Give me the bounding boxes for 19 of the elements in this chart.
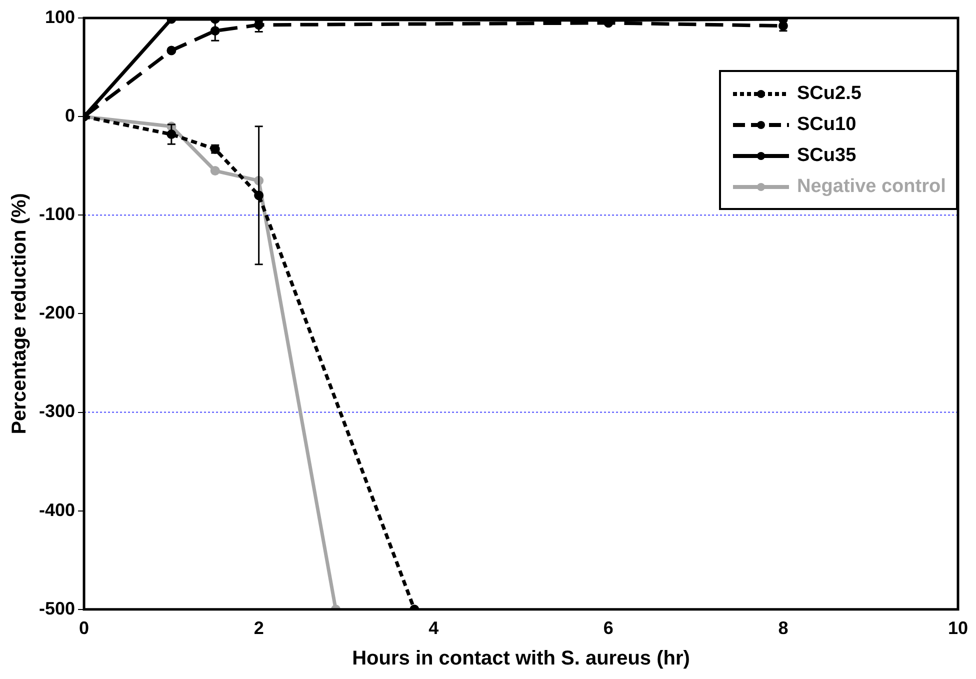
y-tick-label: 0 bbox=[65, 106, 76, 126]
x-tick-label: 4 bbox=[428, 618, 439, 638]
y-tick-label: -200 bbox=[38, 302, 76, 323]
y-tick-label: 100 bbox=[44, 6, 76, 27]
legend-label: SCu2.5 bbox=[797, 82, 862, 104]
x-tick-label: 0 bbox=[79, 618, 90, 638]
legend-label: SCu10 bbox=[797, 114, 856, 136]
legend-label: SCu35 bbox=[797, 144, 856, 166]
y-tick-label: -300 bbox=[38, 401, 76, 422]
y-tick-label: -500 bbox=[38, 598, 76, 618]
y-tick-label: -400 bbox=[38, 500, 76, 520]
x-tick-label: 2 bbox=[254, 618, 264, 638]
x-tick-label: 8 bbox=[778, 618, 788, 638]
x-axis-title: Hours in contact with S. aureus (hr) bbox=[352, 648, 690, 670]
legend-label: Negative control bbox=[797, 176, 946, 198]
x-tick-label: 10 bbox=[948, 618, 968, 638]
y-tick-label: -100 bbox=[38, 204, 76, 224]
y-axis-title: Percentage reduction (%) bbox=[8, 193, 31, 434]
x-tick-label: 6 bbox=[603, 618, 614, 638]
